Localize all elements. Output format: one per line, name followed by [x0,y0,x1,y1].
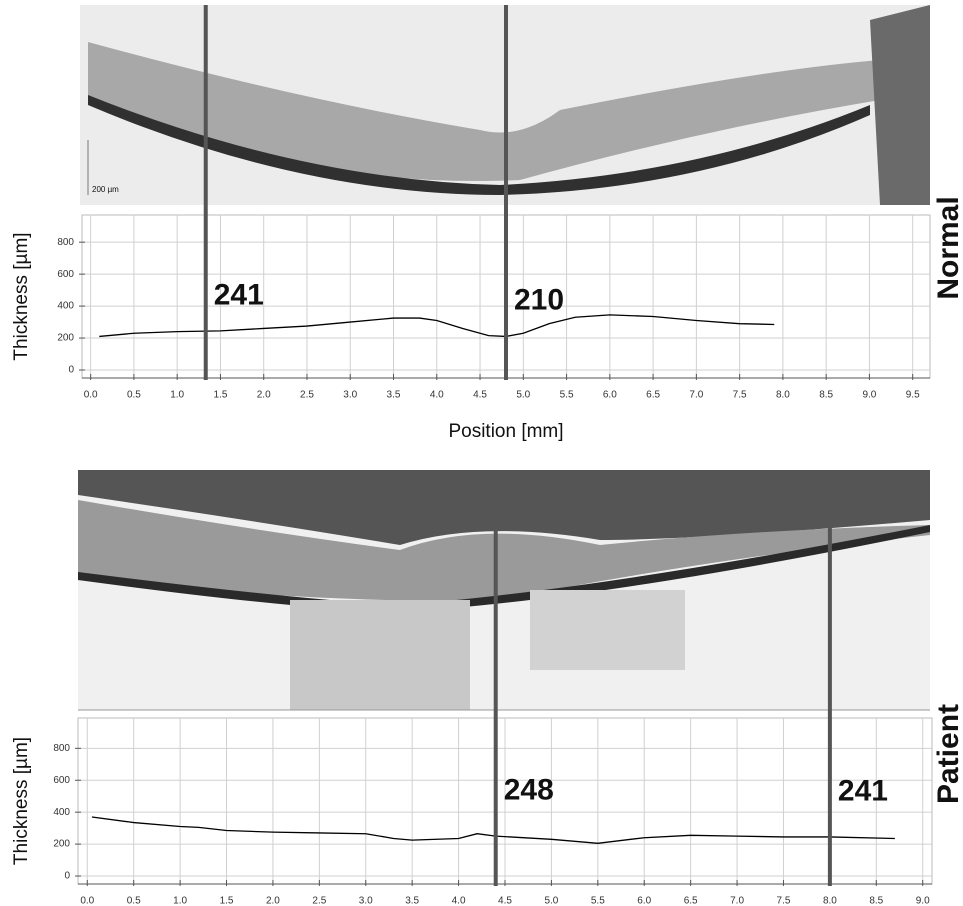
x-tick-label: 1.0 [170,390,184,401]
y-tick-label: 600 [57,269,74,280]
x-tick-label: 5.0 [516,390,530,401]
x-tick-label: 4.5 [498,896,512,906]
y-axis-label: Thickness [µm] [11,232,32,360]
x-tick-label: 6.0 [603,390,617,401]
x-tick-label: 5.5 [560,390,574,401]
x-tick-label: 8.5 [869,896,883,906]
x-tick-label: 7.0 [689,390,703,401]
x-tick-label: 7.5 [733,390,747,401]
y-tick-label: 800 [53,743,70,754]
x-tick-label: 8.5 [819,390,833,401]
image-scale-label: 200 µm [92,185,119,194]
x-tick-label: 8.0 [823,896,837,906]
marker-value: 248 [504,773,554,806]
y-tick-label: 200 [57,333,74,344]
x-tick-label: 9.0 [916,896,930,906]
x-tick-label: 5.5 [591,896,605,906]
x-tick-label: 6.5 [684,896,698,906]
x-tick-label: 3.5 [405,896,419,906]
y-tick-label: 200 [53,839,70,850]
x-tick-label: 2.0 [266,896,280,906]
x-tick-label: 3.0 [343,390,357,401]
y-tick-label: 0 [68,365,74,376]
x-tick-label: 0.0 [84,390,98,401]
x-tick-label: 2.5 [300,390,314,401]
x-tick-label: 1.0 [173,896,187,906]
y-axis-label: Thickness [µm] [11,737,32,865]
y-tick-label: 0 [64,871,70,882]
x-tick-label: 5.0 [544,896,558,906]
x-tick-label: 3.0 [359,896,373,906]
y-tick-label: 800 [57,237,74,248]
x-tick-label: 0.5 [127,896,141,906]
x-tick-label: 7.5 [777,896,791,906]
x-tick-label: 3.5 [387,390,401,401]
x-tick-label: 0.5 [127,390,141,401]
x-tick-label: 4.0 [452,896,466,906]
x-tick-label: 4.0 [430,390,444,401]
panel-label: Normal [932,196,963,299]
thickness-line [91,816,895,844]
x-tick-label: 1.5 [220,896,234,906]
oct-image-patient [78,470,930,711]
x-tick-label: 7.0 [730,896,744,906]
x-tick-label: 2.5 [312,896,326,906]
thickness-line [99,314,775,338]
marker-value: 241 [838,774,888,807]
marker-value: 210 [514,283,564,316]
y-tick-label: 400 [57,301,74,312]
x-tick-label: 4.5 [473,390,487,401]
x-axis-label: Position [mm] [448,421,563,442]
y-tick-label: 400 [53,807,70,818]
panel-label: Patient [932,704,963,804]
marker-value: 241 [214,278,264,311]
x-tick-label: 1.5 [213,390,227,401]
x-tick-label: 9.5 [906,390,920,401]
x-tick-label: 0.0 [80,896,94,906]
x-tick-label: 6.5 [646,390,660,401]
y-tick-label: 600 [53,775,70,786]
x-tick-label: 9.0 [862,390,876,401]
x-tick-label: 2.0 [257,390,271,401]
x-tick-label: 8.0 [776,390,790,401]
x-tick-label: 6.0 [637,896,651,906]
